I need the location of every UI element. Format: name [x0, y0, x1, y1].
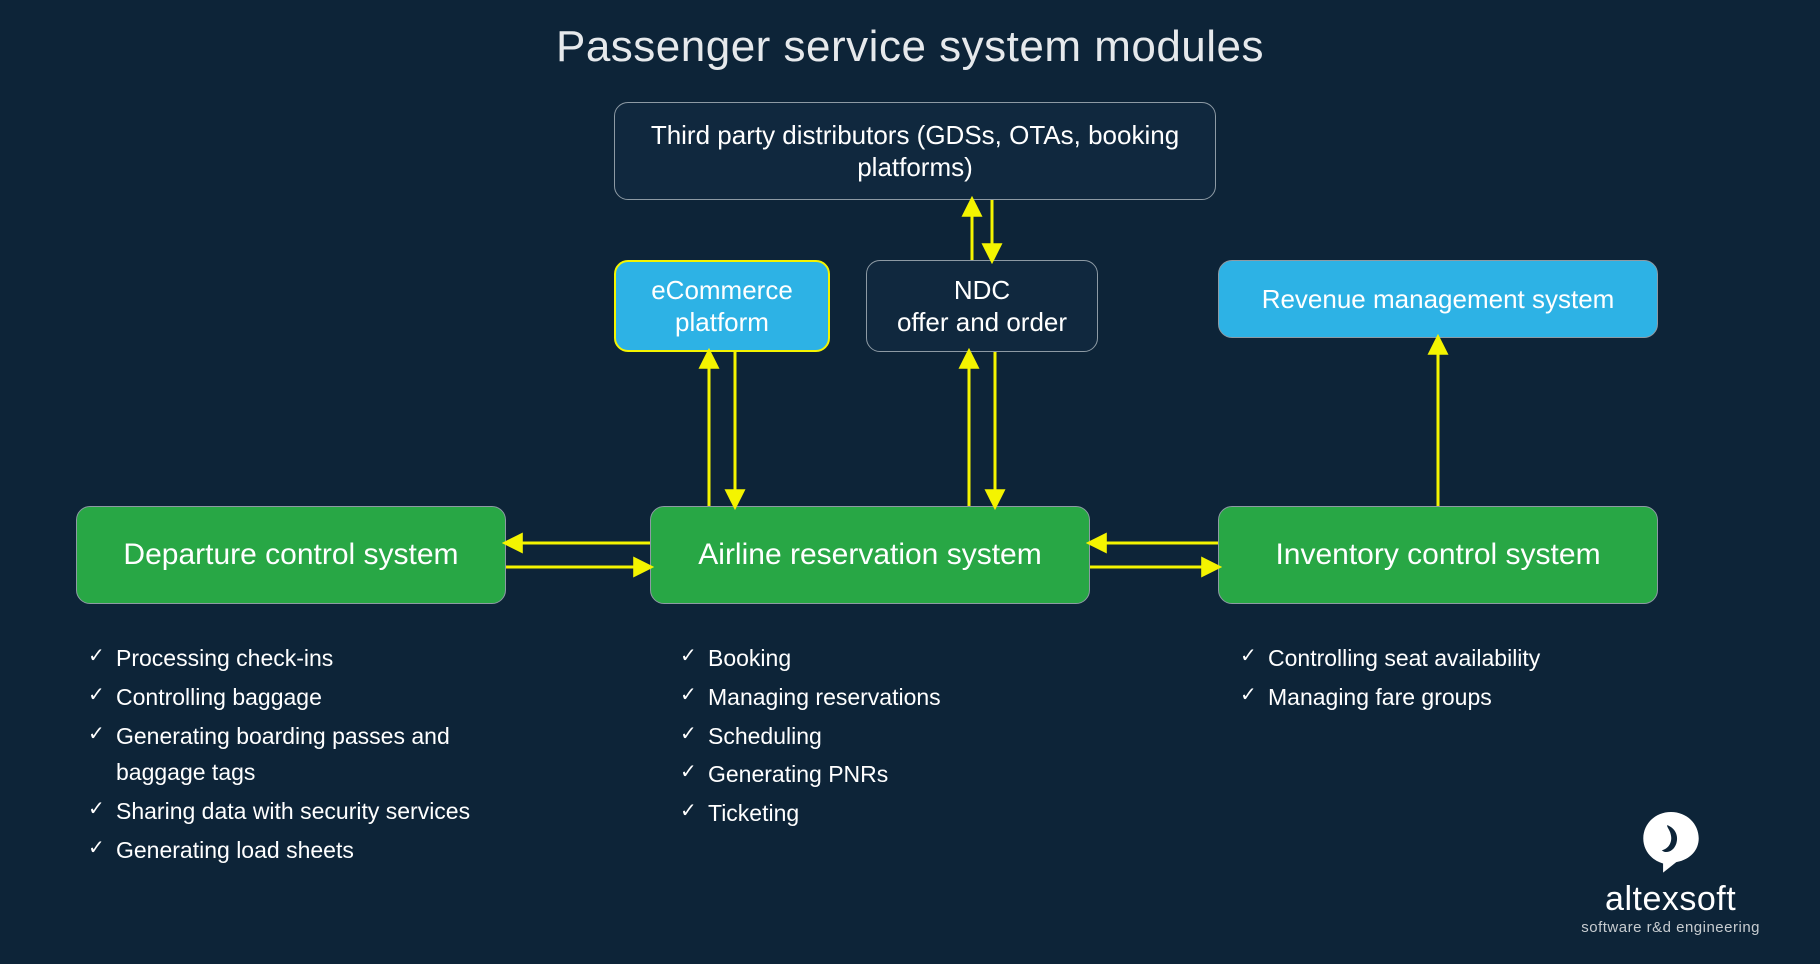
node-ecommerce: eCommerce platform	[614, 260, 830, 352]
logo-name: altexsoft	[1581, 880, 1760, 919]
node-revenue: Revenue management system	[1218, 260, 1658, 338]
node-label: Third party distributors (GDSs, OTAs, bo…	[633, 119, 1197, 184]
bullets-reservation: BookingManaging reservationsSchedulingGe…	[680, 640, 1040, 834]
list-item: Generating load sheets	[88, 832, 498, 869]
node-departure: Departure control system	[76, 506, 506, 604]
node-reservation: Airline reservation system	[650, 506, 1090, 604]
node-inventory: Inventory control system	[1218, 506, 1658, 604]
list-item: Booking	[680, 640, 1040, 677]
bullets-inventory: Controlling seat availabilityManaging fa…	[1240, 640, 1640, 718]
logo-tag: software r&d engineering	[1581, 919, 1760, 936]
list-item: Controlling seat availability	[1240, 640, 1640, 677]
node-label: eCommerce platform	[634, 274, 810, 339]
list-item: Sharing data with security services	[88, 793, 498, 830]
node-label: Departure control system	[123, 536, 458, 574]
bullets-departure: Processing check-insControlling baggageG…	[88, 640, 498, 871]
list-item: Generating PNRs	[680, 756, 1040, 793]
brand-logo: altexsoft software r&d engineering	[1581, 808, 1760, 936]
page-title: Passenger service system modules	[0, 22, 1820, 72]
list-item: Scheduling	[680, 718, 1040, 755]
list-item: Managing reservations	[680, 679, 1040, 716]
list-item: Ticketing	[680, 795, 1040, 832]
logo-icon	[1638, 808, 1704, 874]
list-item: Processing check-ins	[88, 640, 498, 677]
node-label: Inventory control system	[1275, 536, 1600, 574]
node-third-party: Third party distributors (GDSs, OTAs, bo…	[614, 102, 1216, 200]
node-label: NDC offer and order	[897, 274, 1067, 339]
node-label: Revenue management system	[1262, 283, 1615, 316]
node-ndc: NDC offer and order	[866, 260, 1098, 352]
list-item: Controlling baggage	[88, 679, 498, 716]
list-item: Generating boarding passes and baggage t…	[88, 718, 498, 792]
list-item: Managing fare groups	[1240, 679, 1640, 716]
node-label: Airline reservation system	[698, 536, 1041, 574]
